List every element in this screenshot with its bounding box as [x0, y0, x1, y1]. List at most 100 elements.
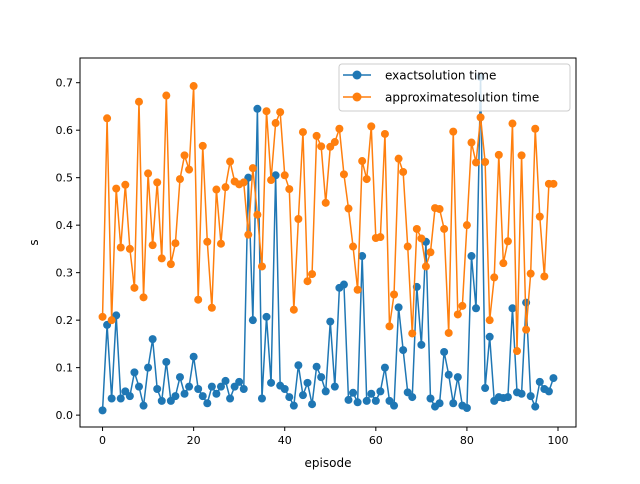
data-point-exact [239, 385, 248, 394]
data-point-exact [358, 252, 367, 261]
data-point-approximate [312, 131, 321, 140]
data-point-approximate [103, 114, 112, 123]
series-approximate [98, 82, 558, 356]
x-tick-label: 100 [548, 434, 569, 447]
data-point-approximate [98, 312, 107, 321]
data-point-exact [467, 252, 476, 261]
data-point-exact [157, 396, 166, 405]
data-point-approximate [453, 310, 462, 319]
data-point-approximate [421, 262, 430, 271]
legend-label-approximate: approximatesolution time [385, 91, 539, 105]
data-point-exact [503, 393, 512, 402]
data-point-exact [248, 316, 257, 325]
y-axis: 0.0 0.1 0.2 0.3 0.4 0.5 0.6 0.7 [56, 77, 80, 422]
data-point-approximate [367, 122, 376, 131]
data-point-approximate [194, 295, 203, 304]
data-point-exact [321, 387, 330, 396]
data-point-approximate [449, 127, 458, 136]
data-point-approximate [408, 329, 417, 338]
data-point-exact [303, 378, 312, 387]
data-point-exact [116, 394, 125, 403]
data-point-approximate [198, 141, 207, 150]
legend-marker-exact [352, 70, 362, 80]
y-tick-label: 0.2 [56, 314, 74, 327]
data-point-exact [349, 388, 358, 397]
data-point-approximate [499, 259, 508, 268]
data-point-exact [376, 387, 385, 396]
data-point-approximate [349, 242, 358, 251]
data-point-approximate [257, 262, 266, 271]
data-point-approximate [157, 254, 166, 263]
series-layer [98, 73, 558, 415]
x-tick-label: 60 [369, 434, 383, 447]
legend-box [338, 63, 571, 112]
series-line-approximate [101, 85, 554, 352]
data-point-approximate [321, 198, 330, 207]
y-tick-label: 0.0 [56, 409, 74, 422]
data-point-exact [267, 378, 276, 387]
data-point-approximate [308, 270, 317, 279]
data-point-exact [444, 370, 453, 379]
data-point-exact [508, 304, 517, 313]
data-point-approximate [494, 150, 503, 159]
data-point-approximate [376, 233, 385, 242]
data-point-exact [125, 392, 134, 401]
data-point-exact [367, 389, 376, 398]
data-point-exact [153, 385, 162, 394]
x-tick-label: 40 [278, 434, 292, 447]
data-point-exact [308, 400, 317, 409]
data-point-exact [408, 393, 417, 402]
data-point-exact [353, 398, 362, 407]
data-point-exact [207, 382, 216, 391]
data-point-approximate [289, 305, 298, 314]
data-point-approximate [385, 322, 394, 331]
data-point-approximate [244, 230, 253, 239]
data-point-approximate [435, 205, 444, 214]
data-point-approximate [212, 185, 221, 194]
data-point-approximate [503, 237, 512, 246]
data-point-approximate [549, 179, 558, 188]
data-point-approximate [417, 234, 426, 243]
data-point-exact [344, 395, 353, 404]
data-point-exact [212, 389, 221, 398]
data-point-exact [390, 401, 399, 410]
data-point-exact [262, 312, 271, 321]
data-point-approximate [531, 124, 540, 133]
y-tick-label: 0.4 [56, 219, 74, 232]
data-point-exact [203, 399, 212, 408]
data-point-exact [362, 396, 371, 405]
data-point-approximate [130, 283, 139, 292]
legend: exactsolution time approximatesolution t… [338, 63, 571, 112]
data-point-approximate [139, 293, 148, 302]
data-point-approximate [185, 165, 194, 174]
data-point-exact [453, 373, 462, 382]
data-point-approximate [522, 325, 531, 334]
data-point-approximate [221, 183, 230, 192]
data-point-exact [221, 376, 230, 385]
data-point-approximate [276, 108, 285, 117]
x-axis: 0 20 40 60 80 100 [99, 427, 569, 447]
data-point-approximate [262, 107, 271, 116]
y-tick-label: 0.3 [56, 267, 74, 280]
data-point-exact [326, 317, 335, 326]
data-point-exact [198, 392, 207, 401]
data-point-exact [394, 303, 403, 312]
data-point-exact [417, 340, 426, 349]
data-point-exact [134, 382, 143, 391]
data-point-approximate [462, 221, 471, 230]
data-point-exact [171, 392, 180, 401]
series-line-exact [101, 76, 555, 411]
data-point-exact [371, 396, 380, 405]
data-point-approximate [226, 157, 235, 166]
x-axis-label: episode [305, 456, 352, 470]
data-point-exact [185, 382, 194, 391]
x-tick-label: 20 [187, 434, 201, 447]
data-point-exact [440, 347, 449, 356]
data-point-approximate [148, 241, 157, 250]
data-point-approximate [344, 204, 353, 213]
data-point-exact [435, 399, 444, 408]
data-point-approximate [303, 277, 312, 286]
data-point-exact [462, 404, 471, 412]
data-point-approximate [490, 273, 499, 282]
data-point-approximate [285, 185, 294, 194]
